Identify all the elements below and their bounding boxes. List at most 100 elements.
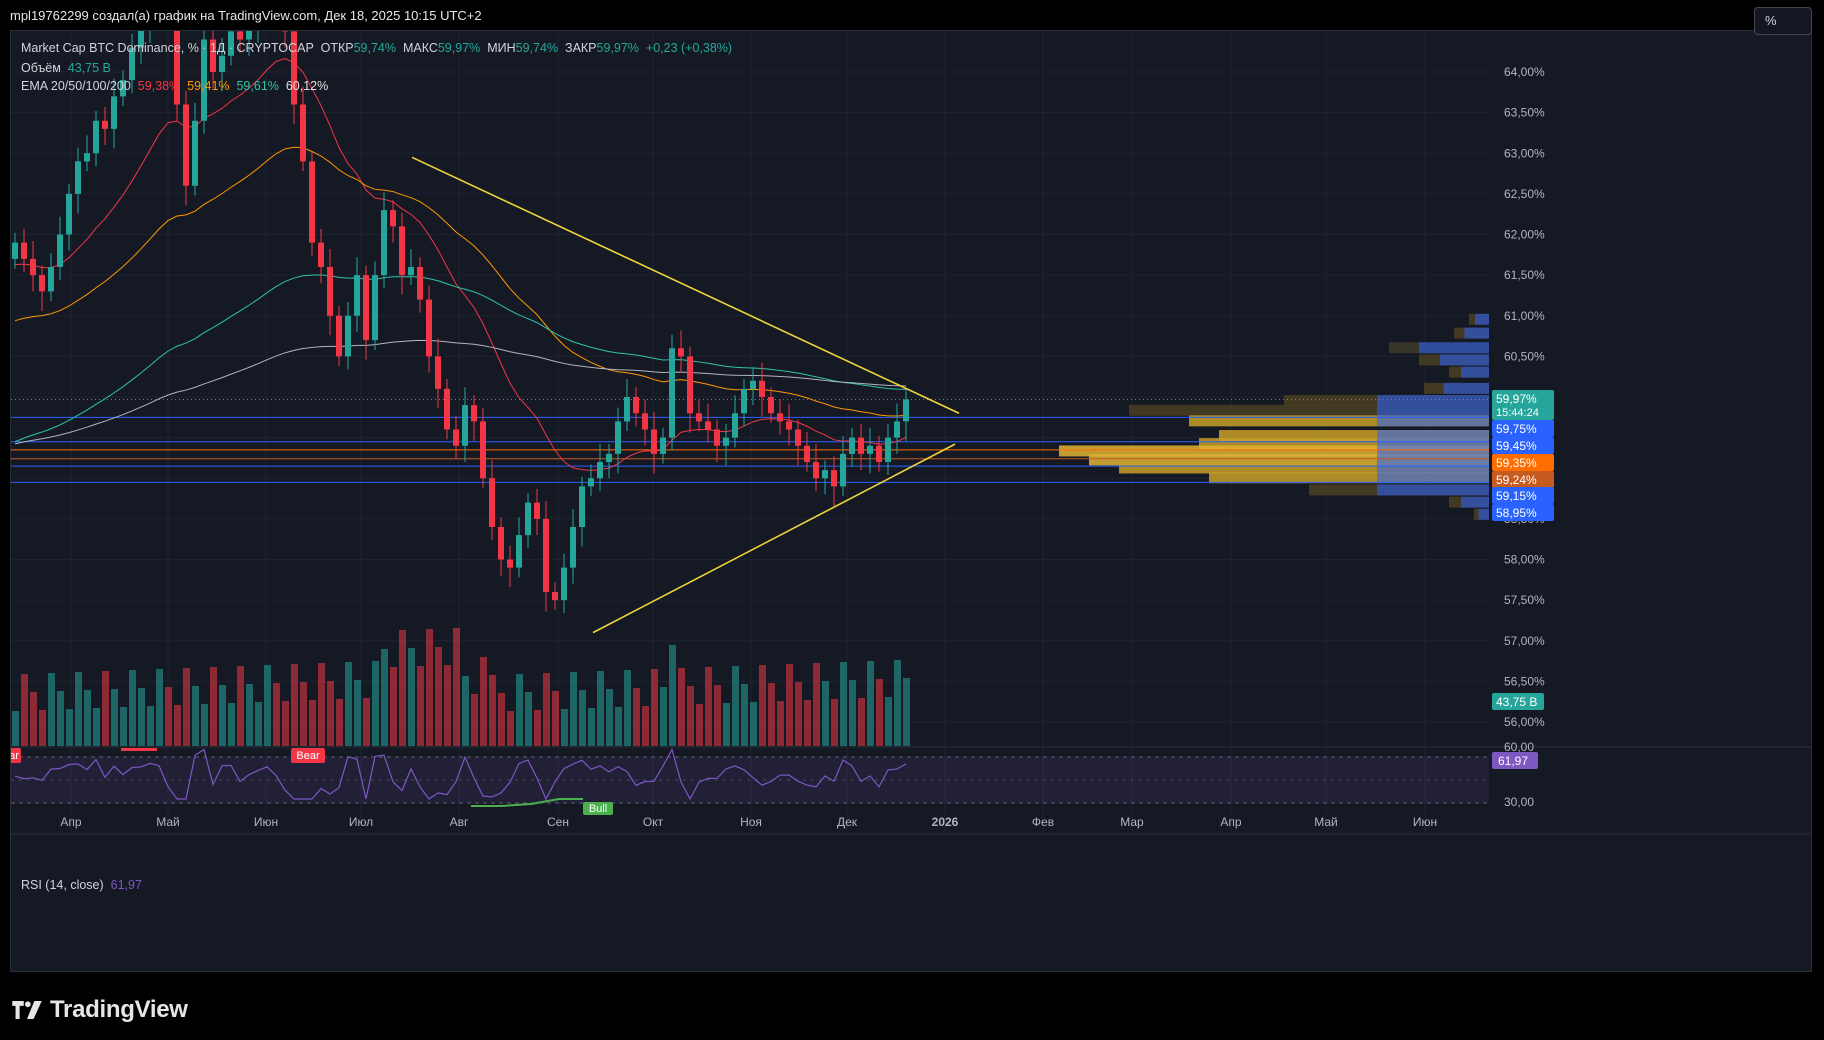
price-badge-timer: 15:44:24 [1496,407,1539,419]
volume-bar [12,711,19,746]
candle-body [597,462,603,479]
volume-bar [417,666,424,746]
legend-symbol[interactable]: Market Cap BTC Dominance, % [21,41,199,55]
time-axis-label: Апр [60,815,82,829]
volume-bar [228,703,235,746]
legend-ema50-value: 59,41% [187,79,230,93]
candle-body [867,445,873,454]
candle-body [129,47,135,81]
volume-bar [453,628,460,746]
volume-bar [210,667,217,746]
volume-profile-bar-blue [1377,445,1489,457]
time-axis-label: Июн [254,815,278,829]
candle-body [696,413,702,422]
candle-body [336,315,342,357]
candle-body [885,437,891,462]
candle-body [327,267,333,316]
volume-bar [759,665,766,746]
volume-bar [867,661,874,746]
volume-bar [561,709,568,746]
volume-bar [633,688,640,746]
price-badge [1492,390,1554,420]
volume-bar [354,680,361,746]
candle-body [507,559,513,568]
volume-bar [39,710,46,746]
legend-interval[interactable]: 1Д [209,41,226,55]
volume-bar [120,707,127,746]
price-axis-label: 60,50% [1504,349,1545,363]
candle-body [93,120,99,154]
candle-body [354,275,360,316]
volume-bar [795,682,802,746]
legend-volume-row[interactable]: Объём 43,75 B [21,61,111,75]
price-axis-label: 58,00% [1504,553,1545,567]
volume-bar [507,711,514,746]
volume-bar [138,688,145,746]
price-badge [1492,504,1554,521]
volume-bar [741,684,748,746]
legend-symbol-row[interactable]: Market Cap BTC Dominance, % · 1Д · CRYPT… [21,41,733,55]
volume-bar [48,673,55,746]
price-badge-label: 59,24% [1496,473,1537,487]
candle-body [804,445,810,462]
time-axis-label: Фев [1032,815,1054,829]
tradingview-logo-icon [12,1001,42,1019]
volume-badge-label: 43,75 B [1496,695,1537,709]
volume-profile [1059,313,1489,520]
descending-trendline [411,156,960,414]
time-axis-label: Дек [837,815,858,829]
candle-body [831,470,837,487]
volume-bar [246,684,253,746]
candle-body [201,39,207,121]
chart-frame[interactable]: 64,00% 63,50% 63,00% 62,50% 62,00% 61,50% 61,0… [10,30,1812,972]
candle-body [750,380,756,389]
volume-bar [588,708,595,746]
ema-line-100 [14,274,907,443]
legend-change: +0,23 (+0,38%) [645,41,733,55]
volume-bar [597,671,604,746]
volume-bar [651,669,658,746]
rsi-legend[interactable]: RSI (14, close) 61,97 [21,878,142,892]
volume-bar [822,681,829,746]
candle-body [381,210,387,276]
candles [12,31,909,614]
candle-body [57,234,63,267]
candle-body [570,527,576,568]
trendlines[interactable] [411,156,960,634]
volume-profile-bar [1209,472,1489,484]
candle-body [453,429,459,446]
volume-bar [336,699,343,746]
volume-bar [129,670,136,746]
volume-profile-bar [1219,430,1489,441]
candle-body [435,356,441,389]
price-badge [1492,487,1554,504]
volume-profile-bar-blue [1461,496,1489,508]
candle-body [372,275,378,341]
price-badge-label: 59,97% [1496,392,1537,406]
volume-bar [471,694,478,746]
candle-body [462,405,468,446]
candle-body [669,348,675,438]
volume-bar [390,667,397,746]
price-badge-label: 58,95% [1496,506,1537,520]
time-axis[interactable]: Апр Май Июн Июл Авг Сен Окт Ноя Дек 2026 Фев Мар Апр… [60,815,1437,829]
percent-scale-button[interactable]: % [1754,7,1812,35]
volume-profile-bar-blue [1478,508,1489,520]
candle-body [642,413,648,430]
legend-ema-row[interactable]: EMA 20/50/100/200 59,38% 59,41% 59,61% 6… [21,79,328,93]
candle-body [48,267,54,292]
volume-bar [309,700,316,746]
price-axis-label: 62,50% [1504,187,1545,201]
price-chart[interactable]: 64,00% 63,50% 63,00% 62,50% 62,00% 61,50% 61,0… [11,31,1811,971]
price-axis-label: 62,00% [1504,228,1545,242]
price-badge-label: 59,35% [1496,456,1537,470]
price-axis-label: 57,50% [1504,593,1545,607]
volume-bar [723,703,730,746]
time-axis-label: Июн [1413,815,1437,829]
volume-bar [30,692,37,746]
tradingview-logo[interactable]: TradingView [12,996,188,1024]
price-axis-label: 63,50% [1504,106,1545,120]
volume-bar [579,690,586,746]
candle-body [75,161,81,194]
volume-bar [21,674,28,746]
